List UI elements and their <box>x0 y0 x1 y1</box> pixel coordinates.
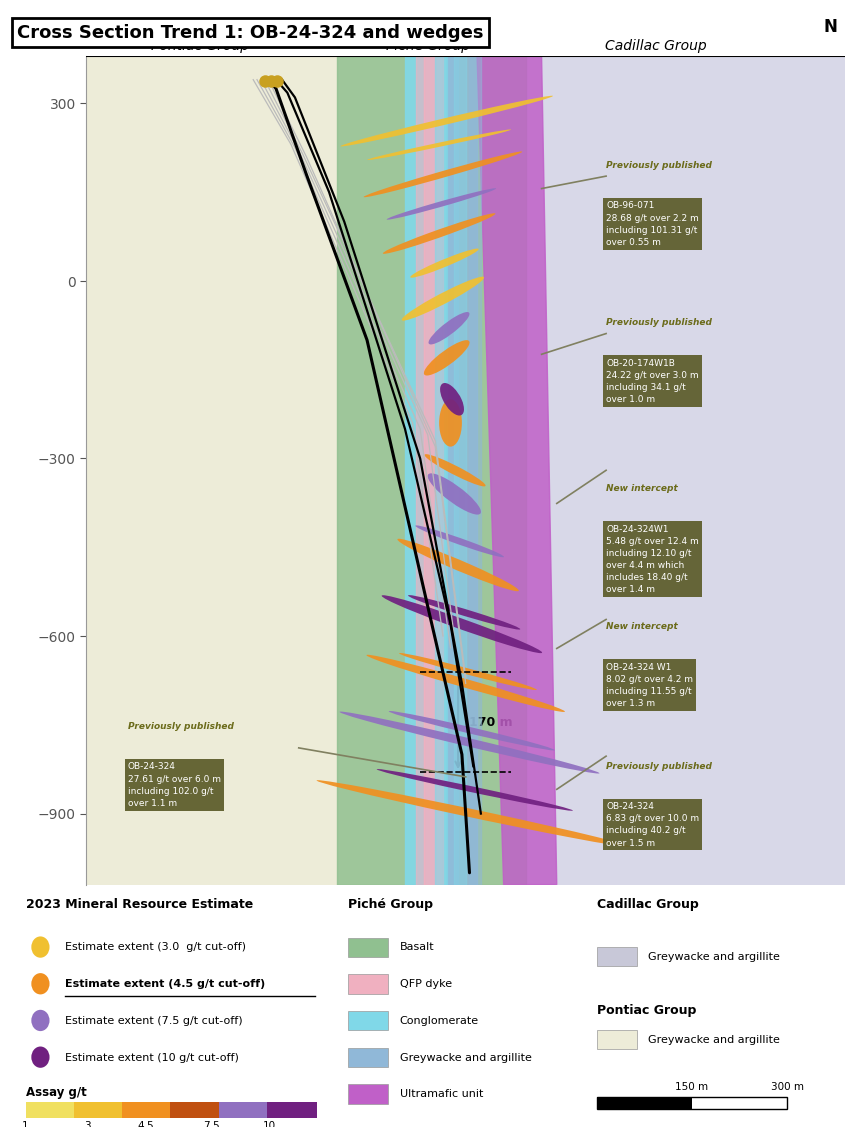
Ellipse shape <box>408 595 520 630</box>
Text: QFP dyke: QFP dyke <box>400 979 452 988</box>
Ellipse shape <box>423 340 470 375</box>
Bar <box>348 1084 388 1103</box>
Polygon shape <box>526 56 845 885</box>
Ellipse shape <box>383 214 496 254</box>
Text: Basalt: Basalt <box>400 942 434 952</box>
Polygon shape <box>469 56 481 885</box>
Text: OB-24-324 W1
8.02 g/t over 4.2 m
including 11.55 g/t
over 1.3 m: OB-24-324 W1 8.02 g/t over 4.2 m includi… <box>606 663 693 708</box>
Text: Estimate extent (3.0  g/t cut-off): Estimate extent (3.0 g/t cut-off) <box>66 942 247 952</box>
Polygon shape <box>424 56 443 885</box>
Bar <box>348 975 388 994</box>
Ellipse shape <box>428 312 469 345</box>
Ellipse shape <box>386 188 496 220</box>
Bar <box>597 1098 691 1109</box>
Text: Ultramafic unit: Ultramafic unit <box>400 1089 483 1099</box>
Text: N: N <box>823 18 837 36</box>
Text: Estimate extent (10 g/t cut-off): Estimate extent (10 g/t cut-off) <box>66 1053 239 1062</box>
Polygon shape <box>405 56 458 885</box>
Ellipse shape <box>31 1047 49 1068</box>
Bar <box>267 1102 317 1118</box>
Text: Cadillac Group: Cadillac Group <box>597 897 698 911</box>
Text: Pontiac Group: Pontiac Group <box>597 1004 696 1017</box>
Text: 2023 Mineral Resource Estimate: 2023 Mineral Resource Estimate <box>26 897 253 911</box>
Text: OB-24-324
27.61 g/t over 6.0 m
including 102.0 g/t
over 1.1 m: OB-24-324 27.61 g/t over 6.0 m including… <box>128 762 221 808</box>
Text: OB-96-071
28.68 g/t over 2.2 m
including 101.31 g/t
over 0.55 m: OB-96-071 28.68 g/t over 2.2 m including… <box>606 202 698 247</box>
Text: 10: 10 <box>263 1120 276 1127</box>
Ellipse shape <box>397 539 519 592</box>
Bar <box>219 1102 269 1118</box>
Text: New intercept: New intercept <box>606 483 678 492</box>
Text: New intercept: New intercept <box>606 622 678 631</box>
Polygon shape <box>477 56 557 885</box>
Text: 1: 1 <box>22 1120 28 1127</box>
Text: Previously published: Previously published <box>606 161 712 170</box>
Ellipse shape <box>31 937 49 958</box>
Ellipse shape <box>402 277 484 321</box>
Text: OB-20-174W1B
24.22 g/t over 3.0 m
including 34.1 g/t
over 1.0 m: OB-20-174W1B 24.22 g/t over 3.0 m includ… <box>606 358 698 405</box>
Text: Conglomerate: Conglomerate <box>400 1015 478 1026</box>
Ellipse shape <box>31 973 49 994</box>
Ellipse shape <box>316 780 630 848</box>
Bar <box>74 1102 124 1118</box>
Text: 3: 3 <box>84 1120 91 1127</box>
Text: OB-24-324W1
5.48 g/t over 12.4 m
including 12.10 g/t
over 4.4 m which
includes 1: OB-24-324W1 5.48 g/t over 12.4 m includi… <box>606 524 698 594</box>
Text: Estimate extent (4.5 g/t cut-off): Estimate extent (4.5 g/t cut-off) <box>66 979 265 988</box>
Ellipse shape <box>367 130 511 160</box>
Polygon shape <box>416 56 424 885</box>
Ellipse shape <box>389 711 554 751</box>
Text: Estimate extent (7.5 g/t cut-off): Estimate extent (7.5 g/t cut-off) <box>66 1015 243 1026</box>
Text: Assay g/t: Assay g/t <box>26 1085 86 1099</box>
Ellipse shape <box>439 399 462 447</box>
Ellipse shape <box>424 454 485 487</box>
Text: 150 m: 150 m <box>675 1082 709 1091</box>
Ellipse shape <box>410 249 478 278</box>
Text: S: S <box>94 18 106 36</box>
Ellipse shape <box>382 595 542 654</box>
Bar <box>171 1102 221 1118</box>
Polygon shape <box>454 56 465 885</box>
Text: OB-24-324
6.83 g/t over 10.0 m
including 40.2 g/t
over 1.5 m: OB-24-324 6.83 g/t over 10.0 m including… <box>606 802 699 848</box>
Bar <box>348 1011 388 1030</box>
Bar <box>597 1098 787 1109</box>
Ellipse shape <box>340 96 553 147</box>
Bar <box>348 938 388 957</box>
Text: Greywacke and argillite: Greywacke and argillite <box>400 1053 531 1062</box>
Bar <box>348 1048 388 1067</box>
Ellipse shape <box>399 654 536 690</box>
Text: 300 m: 300 m <box>771 1082 803 1091</box>
Ellipse shape <box>415 525 503 558</box>
Text: Cross Section Trend 1: OB-24-324 and wedges: Cross Section Trend 1: OB-24-324 and wed… <box>17 24 484 42</box>
Text: Previously published: Previously published <box>606 318 712 327</box>
Text: Cadillac Group: Cadillac Group <box>604 39 706 53</box>
Ellipse shape <box>364 152 522 197</box>
Text: Piché Group: Piché Group <box>348 897 434 911</box>
Text: Piché Group: Piché Group <box>385 39 470 53</box>
Text: Previously published: Previously published <box>606 762 712 771</box>
Polygon shape <box>447 56 477 885</box>
Bar <box>597 947 636 967</box>
Text: Greywacke and argillite: Greywacke and argillite <box>648 951 779 961</box>
Ellipse shape <box>377 769 572 811</box>
Text: Pontiac Group: Pontiac Group <box>151 39 249 53</box>
Bar <box>122 1102 172 1118</box>
Ellipse shape <box>31 1010 49 1031</box>
Ellipse shape <box>428 473 481 515</box>
Text: Greywacke and argillite: Greywacke and argillite <box>648 1035 779 1045</box>
Polygon shape <box>435 56 447 885</box>
Ellipse shape <box>366 655 565 712</box>
Ellipse shape <box>340 712 599 773</box>
Polygon shape <box>336 56 526 885</box>
Bar <box>26 1102 76 1118</box>
Text: 7.5: 7.5 <box>203 1120 220 1127</box>
Bar <box>597 1030 636 1049</box>
Text: 4.5: 4.5 <box>137 1120 153 1127</box>
Bar <box>691 1098 787 1109</box>
Ellipse shape <box>440 383 464 416</box>
Text: Previously published: Previously published <box>128 721 234 730</box>
Text: 170 m: 170 m <box>469 716 513 728</box>
